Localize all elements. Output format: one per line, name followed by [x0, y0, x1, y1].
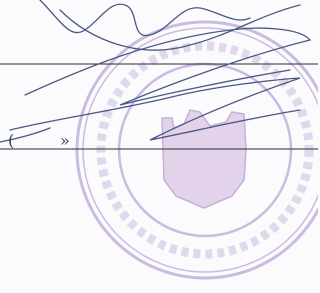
quote-mark: »	[60, 131, 70, 150]
bracket: (	[8, 131, 14, 150]
page: ( » (() => { const data = JSON.parse(doc…	[0, 0, 318, 293]
stamp-scan: ( »	[0, 0, 318, 293]
